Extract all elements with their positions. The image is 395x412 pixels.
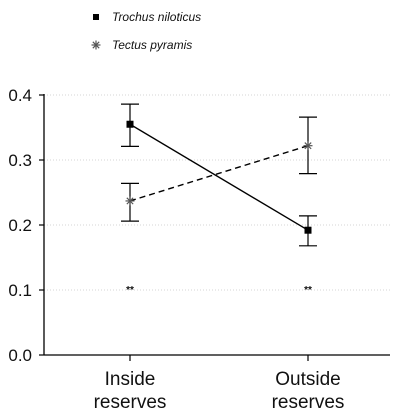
y-tick-label-3: 0.3 <box>8 151 32 170</box>
legend-marker-0 <box>93 14 99 20</box>
significance-annotation-1: ** <box>304 285 312 296</box>
series-1-point-0 <box>125 196 135 206</box>
y-tick-label-0: 0.0 <box>8 346 32 365</box>
series-0-point-1 <box>304 226 312 234</box>
series-1-point-1 <box>303 141 313 151</box>
legend-label-1: Tectus pyramis <box>112 38 192 52</box>
series-0-point-0 <box>126 120 134 128</box>
x-category-label-0: Inside reserves <box>94 369 167 412</box>
series-1-point-1-stroke <box>304 142 312 150</box>
legend-marker-1-stroke <box>92 41 100 49</box>
y-tick-label-4: 0.4 <box>8 86 32 105</box>
x-category-label-line: reserves <box>94 392 167 412</box>
legend-label-0: Trochus niloticus <box>112 10 201 24</box>
y-tick-label-2: 0.2 <box>8 216 32 235</box>
x-category-label-line: Inside <box>105 369 156 390</box>
series-0-line <box>129 123 309 231</box>
x-category-label-1: Outside reserves <box>272 369 345 412</box>
series-1-point-0-stroke <box>126 197 134 205</box>
significance-annotation-0: ** <box>126 285 134 296</box>
series-1-line <box>129 145 309 202</box>
legend-marker-1 <box>91 40 101 50</box>
x-category-label-line: reserves <box>272 392 345 412</box>
y-tick-label-1: 0.1 <box>8 281 32 300</box>
x-category-label-line: Outside <box>275 369 340 390</box>
